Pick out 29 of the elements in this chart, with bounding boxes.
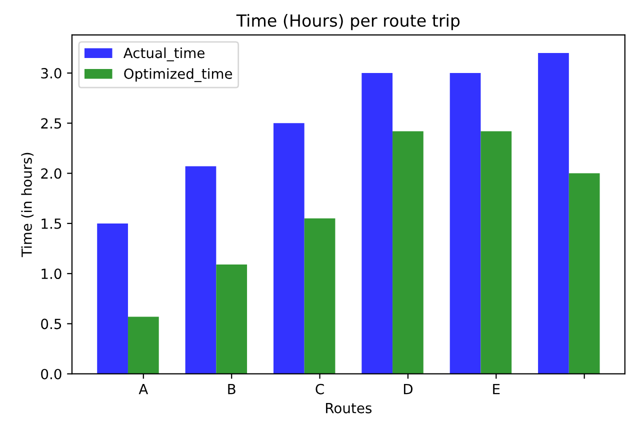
y-tick-label: 1.5 [42,218,62,229]
bar [480,131,512,374]
chart-title: Time (Hours) per route trip [236,14,460,30]
x-tick-label: B [228,384,236,394]
bar [362,73,393,374]
x-tick-label: E [493,384,500,394]
y-tick-label: 0.0 [41,368,62,380]
bar [216,264,248,374]
bar [568,173,600,374]
bar [273,123,304,374]
bar [185,166,216,374]
x-tick-label: A [138,384,148,394]
bar [97,223,128,374]
bar [538,52,569,374]
x-tick-label: D [404,384,412,394]
x-axis-title: Routes [326,402,372,414]
bar [128,316,159,374]
legend-label: Actual_time [123,47,204,62]
y-tick-label: 0.5 [41,318,62,330]
y-axis-title: Time (in hours) [21,152,34,258]
bar [392,131,424,374]
y-tick-label: 2.0 [41,168,62,179]
y-tick-label: 3.0 [41,68,62,79]
bar [304,218,336,374]
y-tick-label: 2.5 [41,118,62,129]
legend-label: Optimized_time [124,68,232,82]
y-tick-label: 1.0 [42,268,62,280]
x-tick-label: C [316,384,324,394]
bar [450,73,481,374]
